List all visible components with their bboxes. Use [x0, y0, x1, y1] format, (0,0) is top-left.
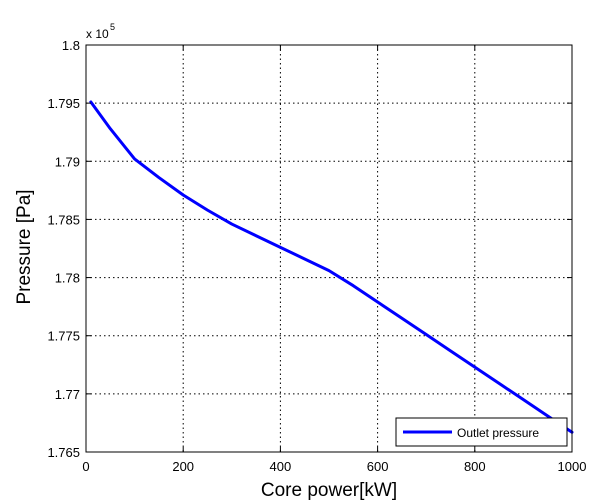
y-exponent-label: x 10 [86, 27, 109, 41]
y-tick-label: 1.78 [55, 271, 80, 286]
y-tick-label: 1.775 [47, 329, 80, 344]
legend-label: Outlet pressure [457, 426, 539, 440]
legend: Outlet pressure [395, 417, 568, 447]
y-tick-label: 1.765 [47, 445, 80, 460]
y-tick-label: 1.785 [47, 212, 80, 227]
y-tick-label: 1.79 [55, 154, 80, 169]
x-tick-label: 0 [82, 459, 89, 474]
y-tick-label: 1.8 [62, 38, 80, 53]
grid [86, 45, 572, 452]
x-tick-label: 600 [367, 459, 389, 474]
y-exponent-power: 5 [110, 22, 115, 32]
x-tick-label: 400 [270, 459, 292, 474]
outlet-pressure-line [89, 100, 574, 434]
y-tick-label: 1.795 [47, 96, 80, 111]
y-tick-labels: 1.765 1.77 1.775 1.78 1.785 1.79 1.795 1.8 [47, 38, 80, 460]
axis-ticks [85, 44, 573, 453]
plot-area-frame [85, 44, 573, 453]
x-tick-label: 1000 [558, 459, 587, 474]
x-tick-label: 800 [464, 459, 486, 474]
x-axis-label: Core power[kW] [261, 480, 397, 501]
y-axis-label: Pressure [Pa] [14, 189, 35, 304]
x-tick-label: 200 [172, 459, 194, 474]
x-tick-labels: 0 200 400 600 800 1000 [82, 459, 586, 474]
y-tick-label: 1.77 [55, 387, 80, 402]
